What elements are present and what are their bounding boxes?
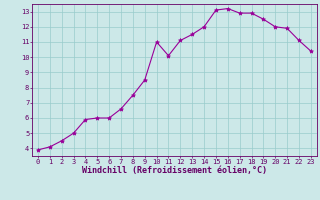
- X-axis label: Windchill (Refroidissement éolien,°C): Windchill (Refroidissement éolien,°C): [82, 166, 267, 175]
